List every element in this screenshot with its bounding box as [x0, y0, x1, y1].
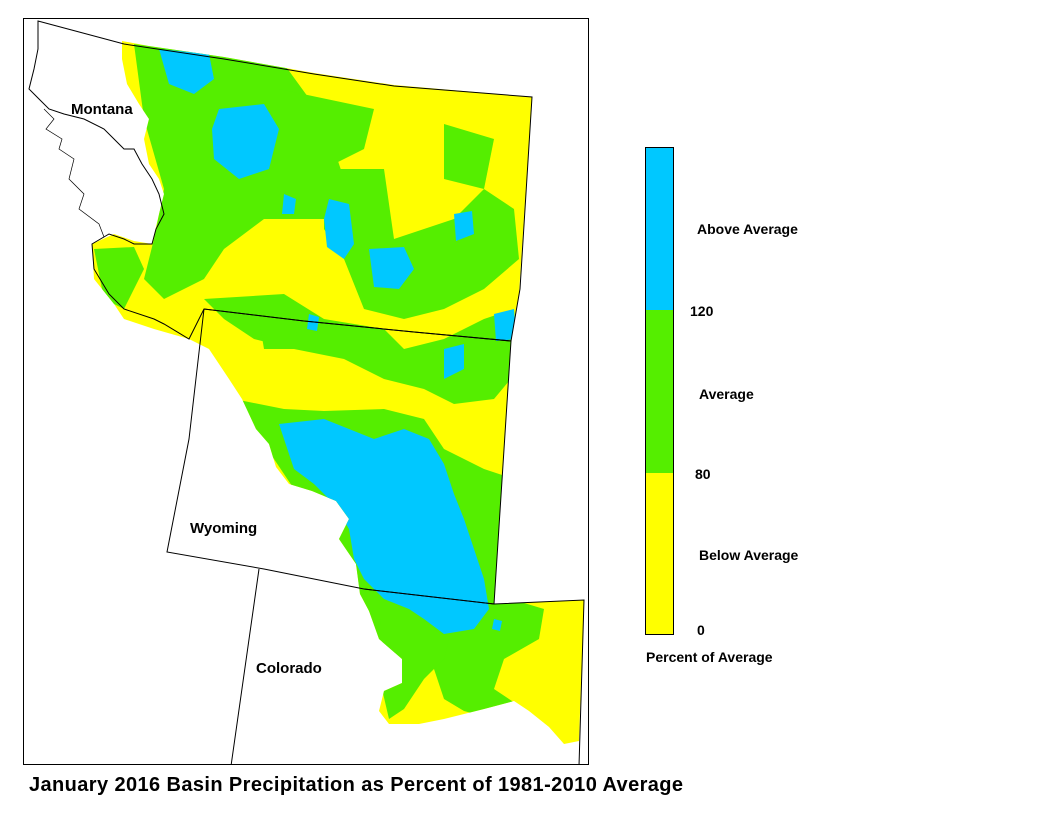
state-label-montana: Montana — [71, 101, 133, 118]
state-label-wyoming: Wyoming — [190, 520, 258, 537]
precipitation-field — [92, 41, 584, 744]
legend-break-80: 80 — [695, 466, 711, 482]
legend-break-120: 120 — [690, 303, 714, 319]
legend-break-0: 0 — [697, 622, 705, 638]
state-label-colorado: Colorado — [256, 660, 322, 677]
legend-swatch-average — [646, 310, 673, 473]
legend-swatch-below-average — [646, 473, 673, 634]
montana-border-detail — [43, 108, 105, 238]
legend-label-below-average: Below Average — [699, 547, 799, 563]
map-frame: Montana Wyoming Colorado — [23, 18, 589, 765]
legend-caption: Percent of Average — [646, 649, 773, 665]
legend-label-above-average: Above Average — [697, 221, 798, 237]
state-boundaries — [28, 20, 585, 764]
colorado-boundary — [230, 568, 585, 764]
legend-label-average: Average — [699, 386, 754, 402]
above-average-regions — [159, 49, 516, 634]
page-title: January 2016 Basin Precipitation as Perc… — [29, 774, 684, 796]
montana-boundary — [28, 20, 533, 342]
legend-color-bar — [645, 147, 674, 635]
precipitation-map — [28, 20, 585, 764]
legend-swatch-above-average — [646, 148, 673, 310]
